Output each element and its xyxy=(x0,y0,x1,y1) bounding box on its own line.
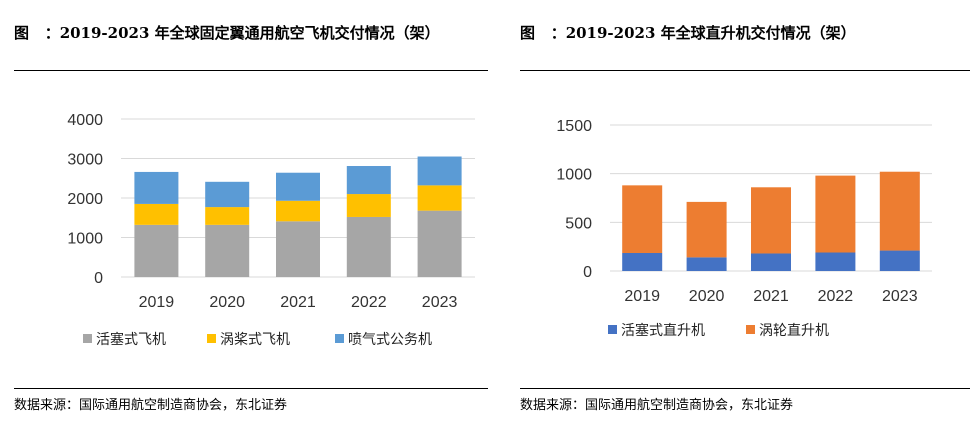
bar-turbine_heli-2020 xyxy=(686,201,727,258)
legend-label-piston_heli: 活塞式直升机 xyxy=(621,322,705,339)
legend-swatch-turbine_heli xyxy=(746,325,755,334)
legend-swatch-business_jet xyxy=(335,334,344,343)
left-source: 数据来源：国际通用航空制造商协会，东北证券 xyxy=(14,398,288,413)
x-tick-label: 2021 xyxy=(753,288,789,305)
y-tick-label: 1000 xyxy=(67,231,103,248)
right-source-rule xyxy=(520,388,970,389)
y-tick-label: 0 xyxy=(583,264,592,281)
bar-piston_heli-2020 xyxy=(686,257,727,271)
bar-piston_heli-2019 xyxy=(622,252,663,271)
x-tick-label: 2020 xyxy=(209,294,245,311)
legend-label-business_jet: 喷气式公务机 xyxy=(348,332,432,348)
y-tick-label: 0 xyxy=(94,270,103,287)
bar-turboprop-2022 xyxy=(346,194,391,217)
bar-piston_heli-2022 xyxy=(815,252,856,271)
bar-turboprop-2019 xyxy=(134,203,179,225)
legend-label-turbine_heli: 涡轮直升机 xyxy=(759,322,829,339)
left-title-prefix: 图 xyxy=(14,24,30,42)
left-title-rule xyxy=(14,70,488,71)
legend-label-turboprop: 涡桨式飞机 xyxy=(220,331,290,348)
bar-business_jet-2019 xyxy=(134,171,179,204)
right-figure-title: 图 ：2019-2023 年全球直升机交付情况（架） xyxy=(520,22,856,44)
right-source: 数据来源：国际通用航空制造商协会，东北证券 xyxy=(520,398,794,413)
bar-business_jet-2020 xyxy=(205,181,250,208)
x-tick-label: 2020 xyxy=(689,288,725,305)
legend-label-piston: 活塞式飞机 xyxy=(96,331,166,348)
bar-turboprop-2023 xyxy=(417,185,462,211)
bar-business_jet-2021 xyxy=(276,172,320,201)
x-tick-label: 2023 xyxy=(422,294,458,311)
bar-piston-2022 xyxy=(346,216,391,277)
legend-swatch-turboprop xyxy=(207,334,216,343)
x-tick-label: 2022 xyxy=(818,288,854,305)
bar-turbine_heli-2022 xyxy=(815,175,856,253)
bar-turboprop-2021 xyxy=(276,200,320,222)
y-tick-label: 1500 xyxy=(556,118,592,135)
right-title-text: ：2019-2023 年全球直升机交付情况（架） xyxy=(550,24,856,42)
left-figure-title: 图 ：2019-2023 年全球固定翼通用航空飞机交付情况（架） xyxy=(14,22,488,44)
bar-piston-2020 xyxy=(205,224,250,277)
bar-turbine_heli-2021 xyxy=(751,187,791,254)
legend-swatch-piston xyxy=(83,334,92,343)
bar-business_jet-2023 xyxy=(417,156,462,186)
x-tick-label: 2019 xyxy=(139,294,175,311)
right-chart: 0 500 1000 1500 2019 2020 2021 2022 2023 活塞式直升机 涡轮… xyxy=(556,118,932,339)
left-title-text: ：2019-2023 年全球固定翼通用航空飞机交付情况（架） xyxy=(44,24,440,42)
bar-piston_heli-2021 xyxy=(751,253,791,271)
right-title-rule xyxy=(520,70,970,71)
left-chart: 0 1000 2000 3000 4000 2019 2020 2021 2022 2023 活塞式… xyxy=(67,112,475,348)
y-tick-label: 3000 xyxy=(67,152,103,169)
x-tick-label: 2023 xyxy=(882,288,918,305)
x-tick-label: 2022 xyxy=(351,294,387,311)
bar-business_jet-2022 xyxy=(346,166,391,195)
bar-piston-2021 xyxy=(276,221,320,277)
bar-turbine_heli-2019 xyxy=(622,185,663,253)
y-tick-label: 4000 xyxy=(67,112,103,129)
bar-turboprop-2020 xyxy=(205,207,250,225)
legend-swatch-piston_heli xyxy=(608,325,617,334)
left-source-rule xyxy=(14,388,488,389)
bar-piston-2019 xyxy=(134,224,179,277)
y-tick-label: 2000 xyxy=(67,191,103,208)
x-tick-label: 2021 xyxy=(280,294,316,311)
y-tick-label: 500 xyxy=(565,215,592,232)
bar-piston_heli-2023 xyxy=(879,250,920,271)
bar-piston-2023 xyxy=(417,210,462,277)
bar-turbine_heli-2023 xyxy=(879,171,920,251)
y-tick-label: 1000 xyxy=(556,167,592,184)
right-title-prefix: 图 xyxy=(520,24,536,42)
x-tick-label: 2019 xyxy=(624,288,660,305)
